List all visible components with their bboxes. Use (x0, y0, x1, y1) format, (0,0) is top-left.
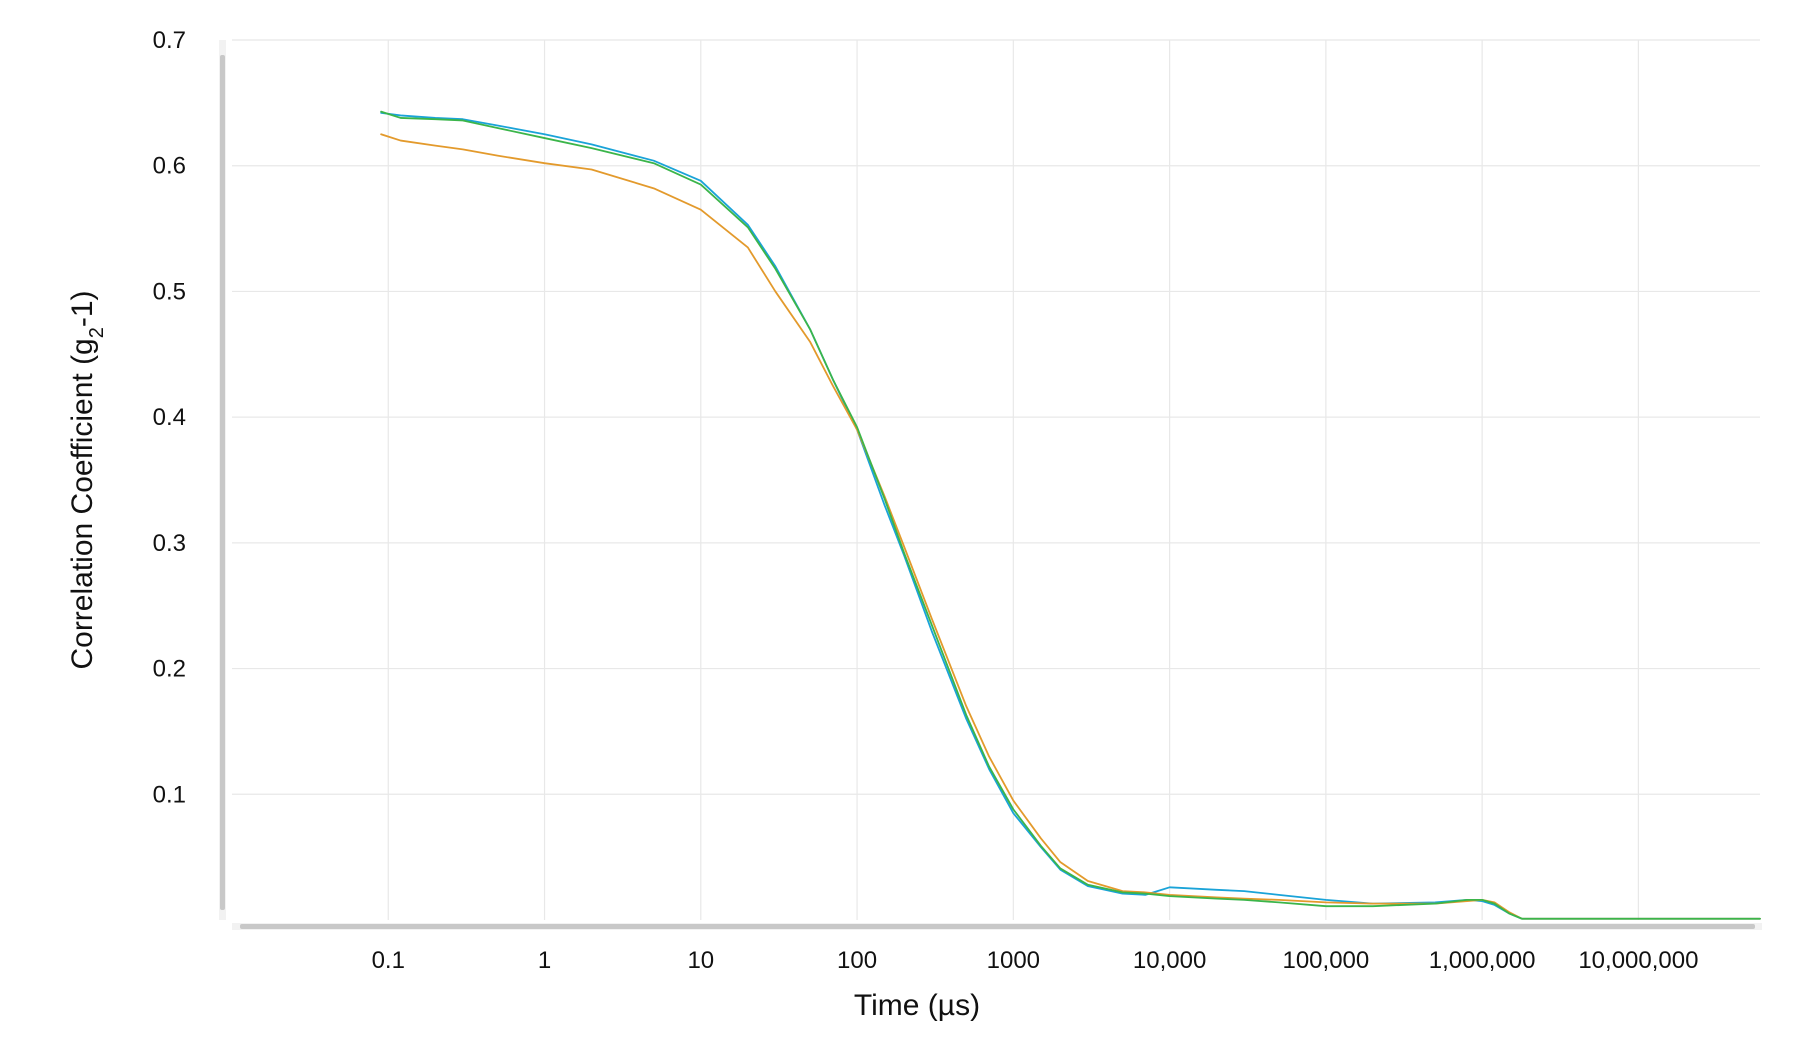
y-scrollbar-thumb[interactable] (220, 55, 225, 910)
x-tick-label: 1,000,000 (1429, 947, 1536, 974)
x-tick-label: 10 (687, 947, 714, 974)
x-tick-label: 10,000 (1133, 947, 1206, 974)
y-tick-label: 0.3 (153, 530, 186, 557)
series-group (380, 110, 1761, 920)
x-tick-label: 0.1 (372, 947, 405, 974)
series-line-2 (380, 133, 1761, 920)
x-tick-label: 10,000,000 (1578, 947, 1698, 974)
y-tick-label: 0.4 (153, 404, 186, 431)
y-tick-label: 0.6 (153, 153, 186, 180)
y-tick-label: 0.2 (153, 656, 186, 683)
x-tick-label: 1 (538, 947, 551, 974)
series-line-1 (380, 112, 1761, 920)
x-tick-label: 1000 (987, 947, 1040, 974)
y-tick-label: 0.7 (153, 27, 186, 54)
y-axis-ticks: 0.1 0.2 0.3 0.4 0.5 0.6 0.7 (153, 27, 186, 808)
x-scrollbar-thumb[interactable] (240, 924, 1755, 929)
x-tick-label: 100,000 (1282, 947, 1369, 974)
x-tick-label: 100 (837, 947, 877, 974)
y-tick-label: 0.5 (153, 278, 186, 305)
x-axis-title: Time (µs) (854, 989, 980, 1022)
y-axis-title-subscript: 2 (86, 327, 108, 338)
axis-frame (219, 40, 1762, 930)
y-tick-label: 0.1 (153, 781, 186, 808)
x-axis-ticks: 0.1 1 10 100 1000 10,000 100,000 1,000,000 10,00… (372, 947, 1699, 974)
y-axis-title-tail: -1) (66, 290, 99, 327)
y-axis-title: Correlation Coefficient (g2-1) (66, 290, 108, 669)
grid (232, 39, 1760, 920)
y-axis-title-main: Correlation Coefficient (g (66, 338, 99, 669)
series-line-3 (380, 110, 1761, 920)
